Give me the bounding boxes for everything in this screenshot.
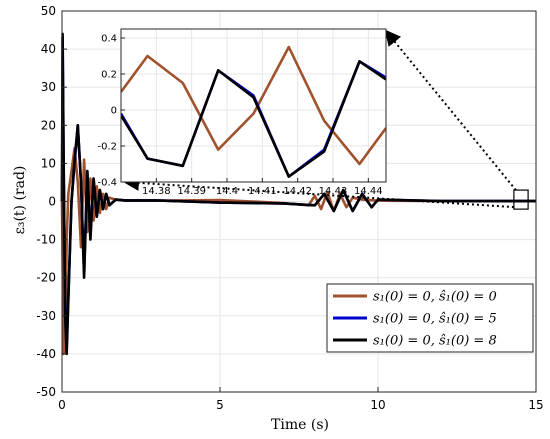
inset-x-tick-label: 14.41: [248, 186, 277, 197]
legend-label-1: s₁(0) = 0, ŝ₁(0) = 0: [373, 290, 497, 305]
inset-y-tick-label: -0.4: [97, 178, 117, 189]
legend: s₁(0) = 0, ŝ₁(0) = 0 s₁(0) = 0, ŝ₁(0) = 5…: [326, 283, 534, 353]
inset-x-tick-label: 14.4: [216, 186, 238, 197]
zoom-region-marker: [123, 29, 529, 210]
x-tick-label: 0: [58, 398, 66, 412]
y-tick-label: 50: [41, 4, 56, 18]
legend-label-3: s₁(0) = 0, ŝ₁(0) = 8: [373, 334, 497, 349]
x-tick-label: 10: [370, 398, 385, 412]
y-tick-label: 10: [41, 156, 56, 170]
legend-label-2: s₁(0) = 0, ŝ₁(0) = 5: [373, 312, 497, 327]
zoom-arrow-top: [384, 29, 517, 191]
main-series-group: [60, 32, 536, 356]
inset-series-line-3: [121, 60, 386, 178]
inset-series-line-1: [121, 45, 386, 166]
inset-y-tick-label: -0.2: [97, 142, 117, 153]
inset-x-tick-label: 14.39: [177, 186, 206, 197]
inset-x-tick-label: 14.44: [354, 186, 383, 197]
inset-frame: [120, 28, 387, 183]
inset-x-tick-label: 14.43: [319, 186, 348, 197]
y-tick-label: 20: [41, 118, 56, 132]
y-tick-label: 0: [48, 195, 56, 209]
inset-plot-area: [121, 29, 386, 182]
series-line-3: [60, 32, 536, 356]
inset-x-tick-label: 14.42: [283, 186, 312, 197]
x-tick-label: 5: [216, 398, 224, 412]
y-tick-label: -10: [36, 233, 56, 247]
inset-series-group: [121, 45, 386, 178]
zoom-box: [513, 189, 529, 210]
inset-y-tick-label: 0.4: [101, 34, 117, 45]
y-tick-label: -30: [36, 309, 56, 323]
main-axes: 0 5 10 15 -50 -40 -30 -20 -10 0 10 20 30 40 50: [36, 4, 543, 412]
y-axis-label: ε₃(t) (rad): [12, 166, 28, 235]
x-tick-label: 15: [528, 398, 543, 412]
y-tick-label: -40: [36, 347, 56, 361]
inset-chart: 14.38 14.39 14.4 14.41 14.42 14.43 14.44 -0.4 -0…: [97, 28, 387, 197]
inset-y-tick-label: 0: [111, 106, 117, 117]
y-tick-label: 40: [41, 42, 56, 56]
inset-y-tick-label: 0.2: [101, 70, 117, 81]
inset-x-tick-label: 14.38: [142, 186, 171, 197]
x-axis-label: Time (s): [271, 417, 329, 433]
y-tick-label: 30: [41, 80, 56, 94]
y-tick-label: -20: [36, 271, 56, 285]
y-tick-label: -50: [36, 385, 56, 399]
